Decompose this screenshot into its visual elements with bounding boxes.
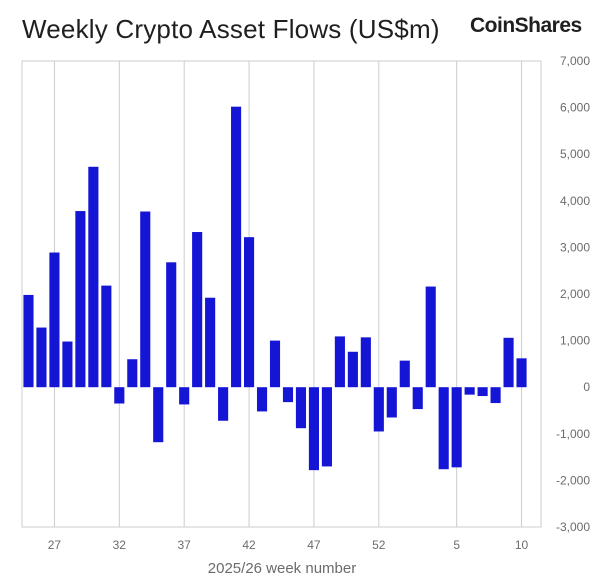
bar-week-29 <box>75 211 86 388</box>
x-tick-label: 37 <box>178 538 192 552</box>
bar-week-46 <box>295 387 307 429</box>
bar-week-49 <box>334 336 345 388</box>
plot-frame <box>21 60 542 528</box>
x-axis-label: 2025/26 week number <box>208 560 356 577</box>
x-tick-label: 27 <box>48 538 62 552</box>
bar-week-39 <box>205 297 216 388</box>
bar-week-26 <box>36 327 47 388</box>
y-tick-label: -2,000 <box>556 473 590 487</box>
y-tick-label: 4,000 <box>560 194 590 208</box>
y-tick-label: 3,000 <box>560 240 590 254</box>
bar-week-47 <box>308 387 319 471</box>
x-tick-label: 5 <box>453 538 460 552</box>
bar-week-3 <box>425 286 436 388</box>
grid-lines <box>21 60 542 528</box>
y-tick-label: 1,000 <box>560 334 590 348</box>
coinshares-logo: CoinShares <box>470 14 582 37</box>
x-tick-label: 32 <box>113 538 127 552</box>
bar-week-32 <box>114 387 125 404</box>
bar-week-27 <box>49 252 60 388</box>
bar-week-53 <box>386 387 397 418</box>
bar-week-30 <box>88 166 99 388</box>
bar-week-1 <box>399 360 410 388</box>
x-tick-label: 47 <box>307 538 321 552</box>
bar-week-40 <box>218 387 229 421</box>
bar-week-2 <box>412 387 423 410</box>
bar-week-43 <box>256 387 268 412</box>
bar-week-8 <box>490 387 501 404</box>
bar-week-10 <box>516 358 527 388</box>
bar-week-50 <box>347 351 358 388</box>
x-axis-ticks: 27 32 37 42 47 52 5 10 <box>48 538 529 552</box>
chart-title: Weekly Crypto Asset Flows (US$m) <box>22 14 440 44</box>
y-tick-label: 7,000 <box>560 54 590 68</box>
bar-week-41 <box>231 106 242 388</box>
bar-week-51 <box>360 337 371 388</box>
bar-week-9 <box>503 337 514 388</box>
x-tick-label: 52 <box>372 538 386 552</box>
bar-week-36 <box>166 262 177 388</box>
bars <box>23 106 527 471</box>
bar-week-28 <box>62 341 73 388</box>
bar-week-33 <box>127 359 138 388</box>
bar-week-7 <box>477 387 488 397</box>
bar-week-6 <box>464 387 475 395</box>
y-tick-label: 6,000 <box>560 101 590 115</box>
bar-week-48 <box>321 387 332 467</box>
bar-week-34 <box>140 211 151 388</box>
bar-week-45 <box>282 387 294 403</box>
bar-week-37 <box>179 387 190 405</box>
bar-week-31 <box>101 285 112 388</box>
y-tick-label: -3,000 <box>556 520 590 534</box>
y-tick-label: 5,000 <box>560 147 590 161</box>
bar-week-44 <box>269 340 281 388</box>
bar-week-5 <box>451 387 462 468</box>
y-axis-ticks: 7,000 6,000 5,000 4,000 3,000 2,000 1,000 0 -1,0… <box>556 54 590 534</box>
x-tick-label: 42 <box>242 538 256 552</box>
y-tick-label: 2,000 <box>560 287 590 301</box>
bar-week-4 <box>438 387 449 470</box>
bar-week-25 <box>23 294 34 388</box>
x-tick-label: 10 <box>515 538 529 552</box>
y-tick-label: 0 <box>583 380 590 394</box>
y-tick-label: -1,000 <box>556 427 590 441</box>
bar-week-52 <box>373 387 384 432</box>
bar-week-38 <box>192 232 203 388</box>
bar-week-42 <box>244 237 255 388</box>
bar-week-35 <box>153 387 164 443</box>
